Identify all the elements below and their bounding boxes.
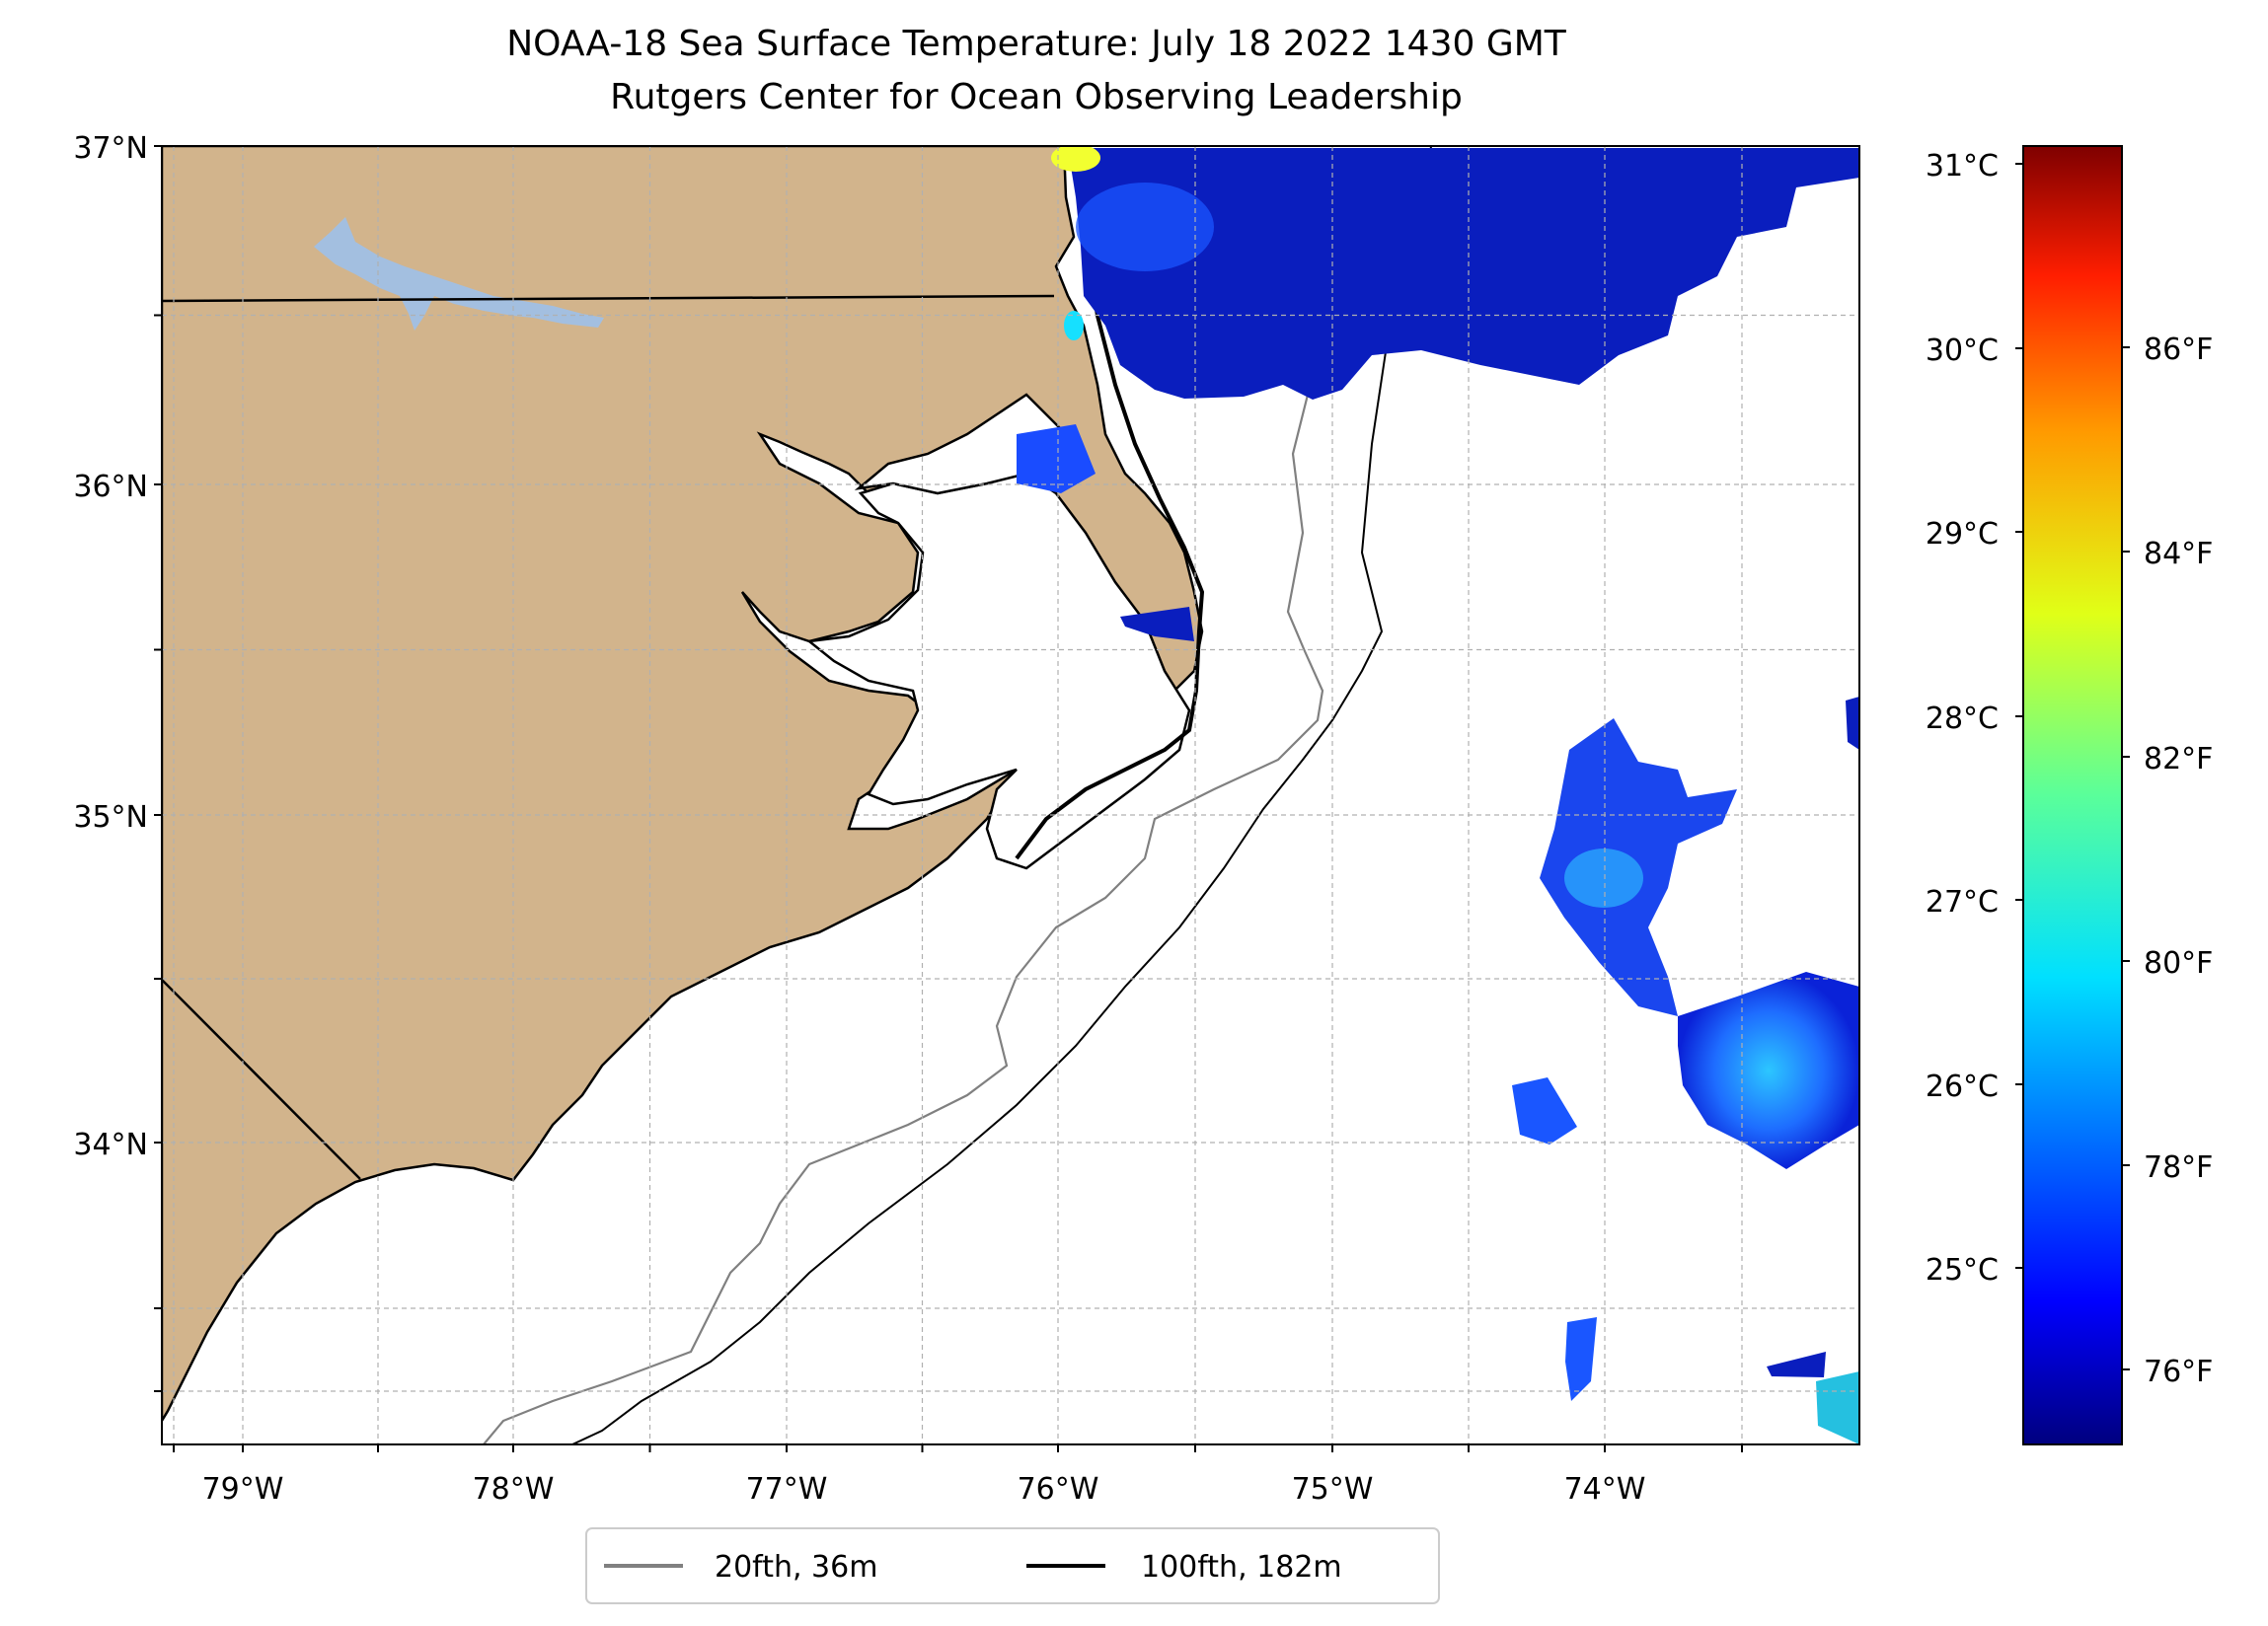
lon-label-75w: 75°W <box>1292 1472 1374 1507</box>
gridlines <box>162 145 1859 1444</box>
lon-label-76w: 76°W <box>1018 1472 1099 1507</box>
cb-label-86f: 86°F <box>2144 333 2213 367</box>
cb-label-29c: 29°C <box>1926 517 1999 552</box>
isobath-20fth <box>483 157 1354 1444</box>
legend-label-100fth: 100fth, 182m <box>1141 1550 1342 1585</box>
pamlico-sound <box>805 472 1191 870</box>
colorbar: 31°C 30°C 29°C 28°C 27°C 26°C 25°C 86°F … <box>1926 145 2213 1445</box>
state-border-nc-sc <box>162 979 361 1180</box>
lon-label-78w: 78°W <box>473 1472 555 1507</box>
cb-label-25c: 25°C <box>1926 1253 1999 1288</box>
longitude-axis: 79°W 78°W 77°W 76°W 75°W 74°W <box>202 1472 1646 1507</box>
legend-label-20fth: 20fth, 36m <box>715 1550 877 1585</box>
cb-label-82f: 82°F <box>2144 742 2213 776</box>
lat-label-37n: 37°N <box>73 131 148 166</box>
cb-label-80f: 80°F <box>2144 946 2213 981</box>
lat-label-35n: 35°N <box>73 800 148 835</box>
latitude-axis: 37°N 36°N 35°N 34°N <box>73 131 148 1162</box>
cb-label-30c: 30°C <box>1926 333 1999 368</box>
map-panel <box>161 145 1860 1445</box>
cb-label-31c: 31°C <box>1926 149 1999 184</box>
cb-label-28c: 28°C <box>1926 702 1999 736</box>
map-title-line1: NOAA-18 Sea Surface Temperature: July 18… <box>506 24 1566 64</box>
sst-patch-offshore-7 <box>1846 697 1859 750</box>
lat-label-36n: 36°N <box>73 470 148 504</box>
cb-label-27c: 27°C <box>1926 885 1999 920</box>
sst-patch-sound <box>1017 424 1096 493</box>
lon-label-77w: 77°W <box>746 1472 828 1507</box>
sst-patch-offshore-2 <box>1678 972 1859 1169</box>
sst-patch-hatteras <box>1120 607 1194 641</box>
sst-patch-offshore-3 <box>1512 1077 1577 1145</box>
state-border-va-nc <box>162 294 1055 303</box>
lake-gaston <box>314 217 604 331</box>
cb-label-78f: 78°F <box>2144 1150 2213 1185</box>
lat-label-34n: 34°N <box>73 1128 148 1162</box>
lon-label-79w: 79°W <box>202 1472 284 1507</box>
sst-patch-offshore-4 <box>1565 1317 1597 1401</box>
sst-patch-offshore-6 <box>1767 1352 1826 1377</box>
cb-label-26c: 26°C <box>1926 1070 1999 1104</box>
outer-banks <box>1015 147 1205 860</box>
legend: 20fth, 36m 100fth, 182m <box>585 1527 1440 1604</box>
sst-patch-north <box>1068 148 1859 400</box>
map-title-line2: Rutgers Center for Ocean Observing Leade… <box>610 77 1463 117</box>
cb-label-76f: 76°F <box>2144 1355 2213 1389</box>
cb-label-84f: 84°F <box>2144 537 2213 571</box>
sst-data <box>1017 146 1859 1444</box>
isobath-100fth <box>571 146 1432 1444</box>
sst-patch-offshore-5 <box>1816 1371 1859 1444</box>
lon-label-74w: 74°W <box>1564 1472 1646 1507</box>
